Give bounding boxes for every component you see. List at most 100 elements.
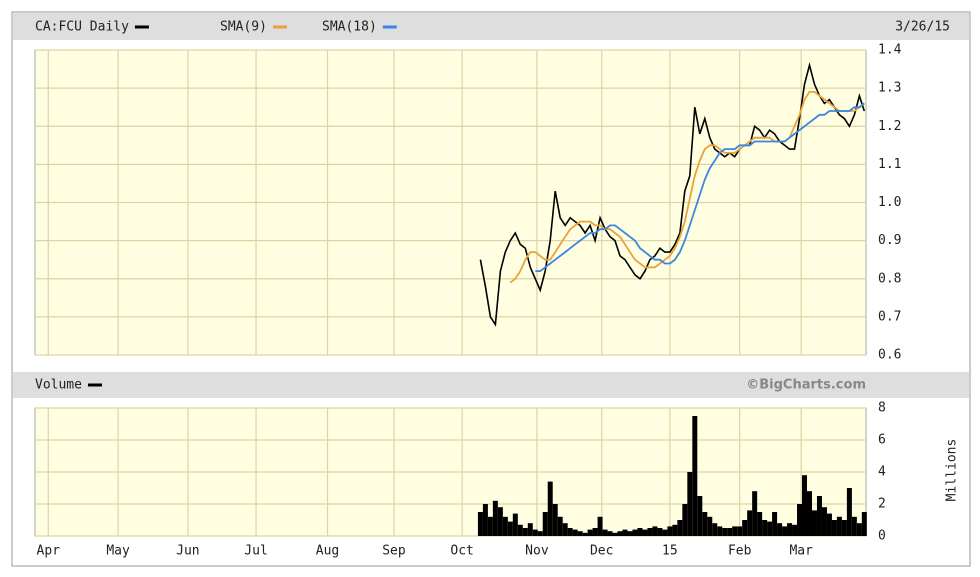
volume-bar [712, 523, 718, 536]
volume-bar [582, 532, 588, 536]
y-tick-label: 2 [878, 497, 886, 512]
x-tick-label: Nov [525, 544, 549, 559]
volume-bar [702, 512, 708, 536]
volume-bar [672, 524, 678, 536]
volume-bar [607, 531, 613, 536]
volume-bar [677, 520, 683, 536]
y-tick-label: 8 [878, 401, 886, 416]
y-tick-label: 1.0 [878, 195, 901, 210]
legend-label: CA:FCU Daily [35, 20, 129, 35]
volume-bar [806, 491, 812, 536]
x-tick-label: May [106, 544, 130, 559]
x-tick-label: Oct [450, 544, 473, 559]
volume-bar [587, 529, 593, 536]
volume-bar [826, 513, 832, 536]
volume-bar [652, 526, 658, 536]
volume-bar [821, 507, 827, 536]
volume-bar [861, 512, 867, 536]
volume-bar [767, 521, 773, 536]
volume-bar [846, 488, 852, 536]
volume-bar [502, 516, 508, 536]
credit: ©BigCharts.com [746, 378, 866, 393]
volume-bar [816, 496, 822, 536]
y-tick-label: 0.7 [878, 309, 901, 324]
volume-bar [762, 520, 768, 536]
volume-bar [841, 520, 847, 536]
volume-bar [707, 516, 713, 536]
x-tick-label: Mar [789, 544, 813, 559]
volume-bar [602, 529, 608, 536]
x-tick-label: Jul [244, 544, 267, 559]
volume-bar [782, 526, 788, 536]
volume-bar [772, 512, 778, 536]
x-tick-label: Dec [590, 544, 613, 559]
volume-bar [517, 524, 523, 536]
y-tick-label: 1.3 [878, 81, 901, 96]
volume-bar [482, 504, 488, 536]
volume-bar [637, 528, 643, 536]
x-tick-label: 15 [662, 544, 678, 559]
volume-bar [647, 528, 653, 536]
volume-bar [487, 516, 493, 536]
volume-bar [742, 520, 748, 536]
volume-bar [682, 504, 688, 536]
volume-bar [757, 512, 763, 536]
y-tick-label: 0.9 [878, 233, 901, 248]
volume-bar [492, 500, 498, 536]
series-line [535, 102, 865, 272]
y-tick-label: 0.6 [878, 348, 901, 363]
volume-header-bar [13, 372, 969, 398]
volume-bar [542, 512, 548, 536]
y-tick-label: 1.4 [878, 43, 902, 58]
volume-bar [752, 491, 758, 536]
date-label: 3/26/15 [895, 20, 950, 35]
y-axis-label: Millions [945, 439, 960, 502]
volume-bar [577, 531, 583, 536]
volume-bar [831, 520, 837, 536]
volume-bar [717, 526, 723, 536]
volume-bar [642, 529, 648, 536]
volume-bar [797, 504, 803, 536]
volume-bar [547, 481, 553, 536]
volume-bar [527, 523, 533, 536]
volume-bar [657, 528, 663, 536]
volume-bar [627, 531, 633, 536]
volume-bar [512, 513, 518, 536]
volume-bar [522, 528, 528, 536]
y-tick-label: 1.2 [878, 119, 901, 134]
volume-bar [557, 516, 563, 536]
y-tick-label: 4 [878, 465, 886, 480]
volume-bar [537, 531, 543, 536]
volume-bar [747, 510, 753, 536]
y-tick-label: 1.1 [878, 157, 901, 172]
volume-bar [787, 523, 793, 536]
volume-bar [532, 529, 538, 536]
volume-bar [497, 507, 503, 536]
header-bar [13, 13, 969, 40]
x-tick-label: Feb [728, 544, 752, 559]
series-line [509, 91, 865, 284]
volume-bar [732, 526, 738, 536]
y-tick-label: 0.8 [878, 271, 901, 286]
volume-bar [811, 510, 817, 536]
volume-bar [507, 521, 513, 536]
volume-bar [737, 526, 743, 536]
volume-bar [622, 529, 628, 536]
volume-bar [617, 531, 623, 536]
volume-bar [667, 526, 673, 536]
x-tick-label: Aug [316, 544, 339, 559]
volume-bar [722, 528, 728, 536]
volume-bar [687, 472, 693, 536]
volume-bar [697, 496, 703, 536]
volume-bar [836, 516, 842, 536]
volume-bar [567, 528, 573, 536]
volume-bar [612, 532, 618, 536]
volume-bar [692, 416, 698, 536]
volume-bar [792, 524, 798, 536]
volume-bar [552, 504, 558, 536]
volume-bar [856, 523, 862, 536]
volume-bar [632, 529, 638, 536]
volume-bar [592, 528, 598, 536]
